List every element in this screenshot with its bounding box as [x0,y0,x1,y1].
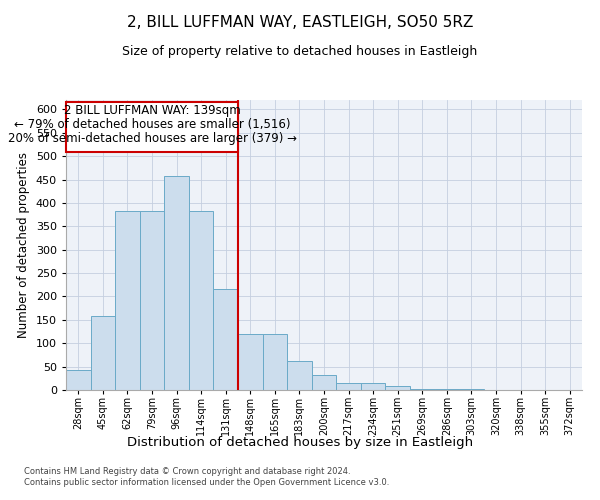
FancyBboxPatch shape [67,102,238,152]
Bar [459,389,484,390]
Text: Contains public sector information licensed under the Open Government Licence v3: Contains public sector information licen… [24,478,389,487]
Y-axis label: Number of detached properties: Number of detached properties [17,152,30,338]
Text: Distribution of detached houses by size in Eastleigh: Distribution of detached houses by size … [127,436,473,449]
Text: 2, BILL LUFFMAN WAY, EASTLEIGH, SO50 5RZ: 2, BILL LUFFMAN WAY, EASTLEIGH, SO50 5RZ [127,15,473,30]
Text: Contains HM Land Registry data © Crown copyright and database right 2024.: Contains HM Land Registry data © Crown c… [24,467,350,476]
Bar [164,176,189,390]
Bar [214,290,238,390]
Bar [263,334,287,390]
Bar [140,211,164,390]
Bar [312,374,336,390]
Text: ← 79% of detached houses are smaller (1,516): ← 79% of detached houses are smaller (1,… [14,118,290,131]
Text: 2 BILL LUFFMAN WAY: 139sqm: 2 BILL LUFFMAN WAY: 139sqm [64,104,241,117]
Bar [91,316,115,390]
Bar [361,383,385,390]
Bar [115,211,140,390]
Bar [66,370,91,390]
Bar [287,361,312,390]
Bar [336,383,361,390]
Bar [238,334,263,390]
Bar [189,211,214,390]
Bar [434,389,459,390]
Text: Size of property relative to detached houses in Eastleigh: Size of property relative to detached ho… [122,45,478,58]
Bar [410,389,434,390]
Bar [385,386,410,390]
Text: 20% of semi-detached houses are larger (379) →: 20% of semi-detached houses are larger (… [7,132,296,145]
